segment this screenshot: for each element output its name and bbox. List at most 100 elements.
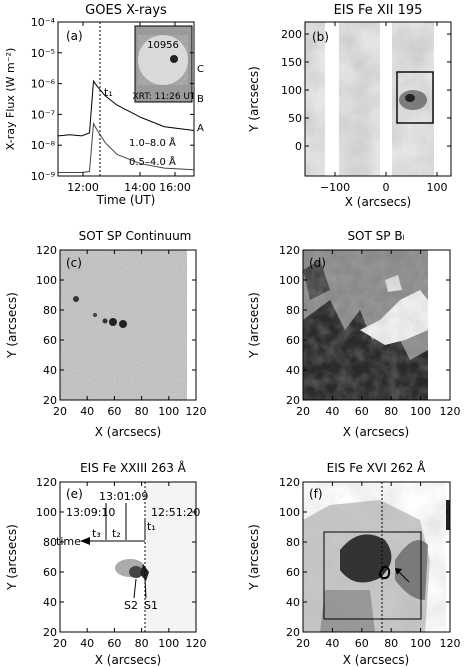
panel-a-ylabel: X-ray Flux (W m⁻²): [4, 48, 17, 150]
ytick-label: 100: [36, 274, 57, 287]
panel-b-ylabel: Y (arcsecs): [247, 66, 261, 133]
ytick-label: 0: [295, 140, 302, 153]
ytick-label: 80: [43, 536, 57, 549]
xtick-label: 100: [158, 637, 179, 650]
s1-pointer: [144, 578, 147, 599]
ytick-label: 100: [279, 506, 300, 519]
fe23-emission-core: [140, 564, 149, 581]
ytick-label: 120: [279, 244, 300, 257]
panel-e-yticks: 120 100 80 60 40 20: [36, 476, 196, 639]
xtick-label: 120: [440, 405, 461, 418]
xtick-label: −100: [320, 181, 350, 194]
fe16-edge-strip: [446, 500, 450, 530]
panel-d-yticks: 120 100 80 60 40 20: [279, 244, 450, 407]
panel-f-title: EIS Fe XVI 262 Å: [327, 460, 426, 475]
panel-a-letter: (a): [66, 29, 83, 43]
ytick-label: 120: [36, 244, 57, 257]
panel-a-xlabel: Time (UT): [96, 193, 156, 207]
ytick-label: 10⁻⁶: [31, 78, 56, 91]
s2-pointer: [133, 578, 137, 599]
ytick-label: 20: [43, 394, 57, 407]
panel-e-letter: (e): [66, 487, 83, 501]
sunspot: [119, 320, 127, 328]
xtick-label: 16:00: [159, 181, 191, 194]
time-word: time: [56, 535, 81, 548]
ytick-label: 100: [36, 506, 57, 519]
panel-d-letter: (d): [309, 256, 326, 270]
panel-d-xticks: 20 40 60 80 100 120: [296, 250, 461, 418]
panel-c-yticks: 120 100 80 60 40 20: [36, 244, 196, 407]
s2-label: S2: [124, 599, 138, 612]
ytick-label: 100: [281, 84, 302, 97]
legend-long: 1.0–8.0 Å: [129, 136, 176, 149]
xtick-label: 60: [107, 637, 121, 650]
xtick-label: 60: [355, 405, 369, 418]
panel-b-title: EIS Fe XII 195: [334, 3, 423, 18]
ytick-label: 20: [286, 626, 300, 639]
ytick-label: 40: [43, 596, 57, 609]
ytick-label: 10⁻⁴: [31, 16, 56, 29]
panel-e-xticks: 20 40 60 80 100 120: [53, 482, 207, 650]
ytick-label: 40: [43, 364, 57, 377]
f-arrowhead: [395, 568, 402, 575]
xtick-label: 20: [53, 405, 67, 418]
xtick-label: 40: [325, 405, 339, 418]
ytick-label: 60: [286, 334, 300, 347]
panel-a-yticks: 10⁻⁴ 10⁻⁵ 10⁻⁶ 10⁻⁷ 10⁻⁸ 10⁻⁹: [31, 16, 194, 183]
ytick-label: 60: [43, 566, 57, 579]
sunspot: [73, 296, 79, 302]
panel-f-xticks: 20 40 60 80 100 120: [296, 482, 461, 650]
xtick-label: 100: [158, 405, 179, 418]
panel-f: EIS Fe XVI 262 Å (f) 120 100 80 60 40 20 20 40…: [247, 460, 461, 667]
eis-gap-3: [434, 22, 451, 176]
magnetogram-texture: [303, 250, 428, 400]
sunspot: [109, 318, 117, 326]
time-label-t3: 13:09:10: [66, 506, 115, 519]
panel-d-xlabel: X (arcsecs): [343, 425, 410, 439]
panel-f-box: [323, 531, 422, 620]
panel-f-letter: (f): [309, 487, 323, 501]
xtick-label: 100: [427, 181, 448, 194]
xtick-label: 100: [410, 405, 431, 418]
ytick-label: 10⁻⁵: [31, 47, 55, 60]
panel-c: SOT SP Continuum (c) 120 100 80 60 40 20 20 40…: [5, 229, 207, 439]
xtick-label: 12:00: [67, 181, 99, 194]
panel-a-title: GOES X-rays: [85, 3, 167, 18]
panel-c-xlabel: X (arcsecs): [95, 425, 162, 439]
xtick-label: 80: [384, 405, 398, 418]
legend-short: 0.5–4.0 Å: [129, 155, 176, 168]
fe16-bright-loops: [395, 540, 428, 600]
class-b-label: B: [197, 94, 204, 105]
panel-f-yticks: 120 100 80 60 40 20: [279, 476, 450, 639]
panel-a: GOES X-rays 10956 XRT: 11:26 UT 1.0–8.0 …: [4, 3, 204, 207]
ytick-label: 60: [43, 334, 57, 347]
eis-195-core: [405, 94, 415, 102]
ytick-label: 120: [279, 476, 300, 489]
ytick-label: 100: [279, 274, 300, 287]
panel-e-frame: [59, 481, 197, 633]
panel-c-title: SOT SP Continuum: [79, 229, 192, 243]
ytick-label: 10⁻⁸: [31, 139, 56, 152]
panel-f-frame: [302, 481, 451, 633]
xtick-label: 60: [107, 405, 121, 418]
time-arrowhead: [80, 537, 90, 545]
fe23-scan-edge: [146, 482, 196, 632]
panel-e-ylabel: Y (arcsecs): [5, 524, 19, 591]
s1-label: S1: [144, 599, 158, 612]
ytick-label: 60: [286, 566, 300, 579]
xtick-label: 60: [355, 637, 369, 650]
xtick-label: 120: [440, 637, 461, 650]
t1-label: t₁: [104, 86, 113, 99]
class-c-label: C: [197, 64, 204, 75]
eis-gap-2: [380, 22, 392, 176]
time-label-t1: 12:51:20: [151, 506, 200, 519]
ytick-label: 80: [286, 536, 300, 549]
ytick-label: 80: [286, 304, 300, 317]
panel-b-xlabel: X (arcsecs): [345, 195, 412, 209]
xtick-label: 40: [80, 405, 94, 418]
t1-label-e: t₁: [147, 520, 156, 533]
ytick-label: 50: [288, 112, 302, 125]
panel-f-xlabel: X (arcsecs): [343, 653, 410, 667]
panel-c-letter: (c): [66, 256, 82, 270]
